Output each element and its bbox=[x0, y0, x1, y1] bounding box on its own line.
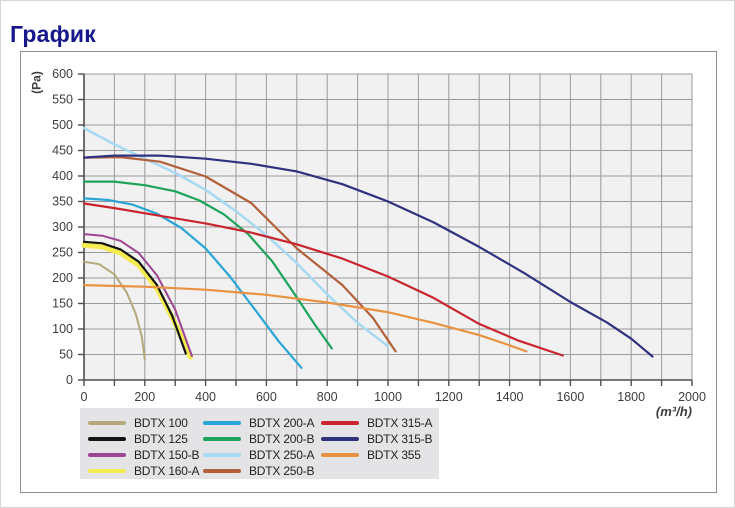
x-tick-label: 800 bbox=[317, 390, 338, 404]
legend-swatch bbox=[203, 436, 241, 441]
curve-bdtx-200-a bbox=[82, 197, 303, 369]
legend-label: BDTX 100 bbox=[134, 415, 188, 430]
x-tick-label: 1600 bbox=[556, 390, 584, 404]
y-tick-label: 50 bbox=[59, 348, 73, 362]
legend-column-1: BDTX 100 BDTX 125 BDTX 150-B BDTX 160-A bbox=[88, 415, 203, 479]
legend-item: BDTX 125 bbox=[88, 431, 203, 446]
legend-label: BDTX 355 bbox=[367, 447, 421, 462]
chart-frame: (Pa) 0 50 100 150 200 250 300 350 400 450 500 550 60… bbox=[20, 51, 717, 493]
x-tick-label: 400 bbox=[195, 390, 216, 404]
y-tick-label: 300 bbox=[52, 220, 73, 234]
y-tick-label: 200 bbox=[52, 271, 73, 285]
y-tick-label: 600 bbox=[52, 67, 73, 81]
y-tick-label: 250 bbox=[52, 246, 73, 260]
x-tick-label: 1800 bbox=[617, 390, 645, 404]
legend-column-3: BDTX 315-A BDTX 315-B BDTX 355 bbox=[321, 415, 439, 479]
y-tick-label: 400 bbox=[52, 169, 73, 183]
legend-swatch bbox=[88, 452, 126, 457]
y-tick-label: 350 bbox=[52, 195, 73, 209]
legend-swatch bbox=[321, 420, 359, 425]
legend-label: BDTX 150-B bbox=[134, 447, 200, 462]
legend-item: BDTX 315-B bbox=[321, 431, 439, 446]
legend-swatch bbox=[88, 468, 126, 473]
legend-swatch bbox=[321, 452, 359, 457]
chart-legend: BDTX 100 BDTX 125 BDTX 150-B BDTX 160-A BDT… bbox=[80, 408, 439, 479]
legend-item: BDTX 355 bbox=[321, 447, 439, 462]
legend-label: BDTX 315-B bbox=[367, 431, 433, 446]
curve-bdtx-315-a bbox=[82, 202, 564, 357]
y-tick-label: 450 bbox=[52, 144, 73, 158]
x-tick-label: 1000 bbox=[374, 390, 402, 404]
legend-swatch bbox=[88, 436, 126, 441]
legend-label: BDTX 200-B bbox=[249, 431, 315, 446]
y-tick-label: 500 bbox=[52, 118, 73, 132]
curve-bdtx-100 bbox=[83, 260, 146, 361]
curve-bdtx-125 bbox=[82, 240, 187, 355]
legend-label: BDTX 160-A bbox=[134, 463, 200, 478]
x-tick-label: 1200 bbox=[435, 390, 463, 404]
legend-item: BDTX 100 bbox=[88, 415, 203, 430]
legend-label: BDTX 125 bbox=[134, 431, 188, 446]
y-tick-label: 550 bbox=[52, 93, 73, 107]
x-tick-label: 200 bbox=[134, 390, 155, 404]
y-tick-label: 150 bbox=[52, 297, 73, 311]
y-tick-label: 100 bbox=[52, 322, 73, 336]
legend-item: BDTX 200-A bbox=[203, 415, 321, 430]
legend-item: BDTX 200-B bbox=[203, 431, 321, 446]
legend-label: BDTX 250-A bbox=[249, 447, 315, 462]
y-tick-label: 0 bbox=[66, 373, 73, 387]
curve-bdtx-250-b bbox=[82, 155, 397, 353]
legend-column-2: BDTX 200-A BDTX 200-B BDTX 250-A BDTX 250-B bbox=[203, 415, 321, 479]
legend-label: BDTX 250-B bbox=[249, 463, 315, 478]
legend-swatch bbox=[203, 420, 241, 425]
legend-item: BDTX 250-B bbox=[203, 463, 321, 478]
legend-swatch bbox=[88, 420, 126, 425]
x-tick-label: 0 bbox=[81, 390, 88, 404]
page-title: График bbox=[10, 21, 96, 48]
legend-item: BDTX 160-A bbox=[88, 463, 203, 478]
x-tick-label: 2000 bbox=[678, 390, 706, 404]
x-tick-label: 1400 bbox=[496, 390, 524, 404]
legend-label: BDTX 200-A bbox=[249, 415, 315, 430]
curve-bdtx-200-b bbox=[82, 180, 333, 350]
legend-item: BDTX 315-A bbox=[321, 415, 439, 430]
x-tick-label: 600 bbox=[256, 390, 277, 404]
fan-performance-chart: 0 50 100 150 200 250 300 350 400 450 500 550 600 0 200… bbox=[52, 67, 706, 404]
legend-swatch bbox=[321, 436, 359, 441]
legend-item: BDTX 250-A bbox=[203, 447, 321, 462]
legend-swatch bbox=[203, 468, 241, 473]
curve-bdtx-355 bbox=[82, 284, 528, 353]
legend-swatch bbox=[203, 452, 241, 457]
x-axis-unit-label: (m³/h) bbox=[655, 404, 692, 419]
curve-bdtx-315-b bbox=[82, 154, 654, 358]
legend-label: BDTX 315-A bbox=[367, 415, 433, 430]
curve-bdtx-150-b bbox=[83, 233, 193, 357]
legend-item: BDTX 150-B bbox=[88, 447, 203, 462]
